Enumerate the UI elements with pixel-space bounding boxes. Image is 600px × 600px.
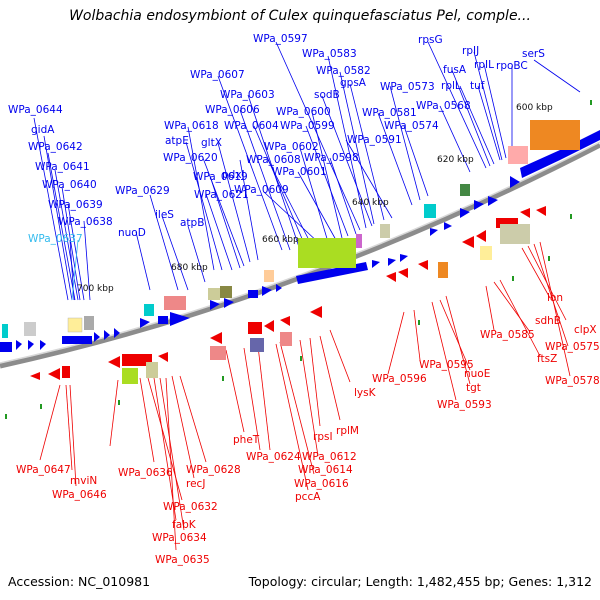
gene-label-WPa_0636: WPa_0636 [118, 467, 173, 479]
kbp-640: 640 kbp [352, 198, 389, 208]
gene-label-atpE: atpE [165, 135, 189, 147]
gene-label-WPa_0646: WPa_0646 [52, 489, 107, 501]
gene-label-WPa_0574: WPa_0574 [384, 120, 439, 132]
gene-label-tuf: tuf [470, 80, 485, 92]
gene-label-sodB: sodB [314, 89, 340, 101]
reverse-track [30, 206, 546, 380]
gene-label-WPa_0575: WPa_0575 [545, 341, 600, 353]
gene-label-WPa_0591: WPa_0591 [347, 134, 402, 146]
gene-label-WPa_0641: WPa_0641 [35, 161, 90, 173]
gene-label-rpIL: rpIL [474, 59, 494, 71]
gene-label-serS: serS [522, 48, 545, 60]
gene-label-WPa_0609: WPa_0609 [234, 184, 289, 196]
gene-label-WPa_0606: WPa_0606 [205, 104, 260, 116]
gene-label-WPa_0647: WPa_0647 [16, 464, 71, 476]
gene-label-gpsA: gpsA [340, 77, 367, 89]
gene-label-WPa_0632: WPa_0632 [163, 501, 218, 513]
gene-label-WPa_0595: WPa_0595 [419, 359, 474, 371]
gene-label-ftsZ: ftsZ [537, 353, 557, 365]
gene-label-WPa_0602: WPa_0602 [264, 141, 319, 153]
gene-label-rpoBC: rpoBC [496, 60, 528, 72]
gene-label-WPa_0629: WPa_0629 [115, 185, 170, 197]
gene-label-WPa_0618: WPa_0618 [164, 120, 219, 132]
gene-label-WPa_0640: WPa_0640 [42, 179, 97, 191]
gene-label-nuoE: nuoE [464, 368, 490, 380]
topology-summary: Topology: circular; Length: 1,482,455 bp… [248, 574, 592, 589]
gene-label-WPa_0582: WPa_0582 [316, 65, 371, 77]
gene-label-rpsG: rpsG [418, 34, 443, 46]
gene-label-WPa_0573: WPa_0573 [380, 81, 435, 93]
gene-label-rpIJ: rpIJ [462, 45, 479, 57]
gene-label-recJ: recJ [186, 478, 205, 490]
reverse-labels: WPa_0647 mviN WPa_0646 WPa_0636 WPa_0632… [16, 292, 600, 566]
gene-label-WPa_0620: WPa_0620 [163, 152, 218, 164]
feature-blocks [2, 120, 580, 384]
gene-label-WPa_0597: WPa_0597 [253, 33, 308, 45]
gene-label-tgt: tgt [466, 382, 481, 394]
gene-label-WPa_0599: WPa_0599 [280, 120, 335, 132]
gene-label-WPa_0616: WPa_0616 [294, 478, 349, 490]
gene-label-fabK: fabK [172, 519, 197, 531]
gene-label-WPa_0639: WPa_0639 [48, 199, 103, 211]
gene-label-gltX: gltX [201, 137, 222, 149]
gene-label-WPa_0634: WPa_0634 [152, 532, 207, 544]
gene-label-WPa_0568: WPa_0568 [416, 100, 471, 112]
gene-label-WPa_0628: WPa_0628 [186, 464, 241, 476]
gene-label-WPa_0585: WPa_0585 [480, 329, 535, 341]
accession-text: Accession: NC_010981 [8, 574, 151, 589]
ticks [5, 100, 592, 419]
gene-label-pdxJ: pdxJ [222, 169, 245, 181]
gene-label-clpX: clpX [574, 324, 597, 336]
gene-label-WPa_0604: WPa_0604 [224, 120, 279, 132]
kbp-660: 660 kbp [262, 235, 299, 245]
gene-label-lon: lon [547, 292, 563, 304]
kbp-600: 600 kbp [516, 103, 553, 113]
gene-label-lysK: lysK [354, 387, 377, 399]
gene-label-WPa_0635: WPa_0635 [155, 554, 210, 566]
gene-label-WPa_0600: WPa_0600 [276, 106, 331, 118]
gene-label-WPa_0578: WPa_0578 [545, 375, 600, 387]
gene-label-WPa_0598: WPa_0598 [304, 152, 359, 164]
gene-label-nuoD: nuoD [118, 227, 146, 239]
gene-label-WPa_0637-fwd: WPa_0637 [28, 233, 83, 245]
gene-label-fusA: fusA [443, 64, 467, 76]
gene-label-pheT: pheT [233, 434, 260, 446]
kbp-700: 700 kbp [77, 284, 114, 294]
gene-label-WPa_0612: WPa_0612 [302, 451, 357, 463]
gene-label-gidA: gidA [31, 124, 55, 136]
gene-label-WPa_0621: WPa_0621 [194, 189, 249, 201]
gene-label-rpsI: rpsI [313, 431, 333, 443]
gene-label-pccA: pccA [295, 491, 321, 503]
gene-label-WPa_0642: WPa_0642 [28, 141, 83, 153]
gene-label-WPa_0624: WPa_0624 [246, 451, 301, 463]
gene-label-atpB: atpB [180, 217, 204, 229]
reverse-label-lines [39, 241, 571, 551]
gene-label-WPa_0608: WPa_0608 [246, 154, 301, 166]
gene-label-rpsL: rplL [441, 80, 461, 92]
gene-label-WPa_0593: WPa_0593 [437, 399, 492, 411]
gene-label-ileS: ileS [155, 209, 174, 221]
gene-label-WPa_0603: WPa_0603 [220, 89, 275, 101]
gene-label-WPa_0601: WPa_0601 [272, 166, 327, 178]
gene-label-WPa_0596: WPa_0596 [372, 373, 427, 385]
gene-label-sdhB: sdhB [535, 315, 561, 327]
gene-label-WPa_0638: WPa_0638 [58, 216, 113, 228]
gene-label-WPa_0614: WPa_0614 [298, 464, 353, 476]
kbp-620: 620 kbp [437, 155, 474, 165]
gene-label-WPa_0619: WPa_0619 [193, 171, 248, 183]
kbp-680: 680 kbp [171, 263, 208, 273]
gene-label-WPa_0607: WPa_0607 [190, 69, 245, 81]
kbp-markers: 600 kbp 620 kbp 640 kbp 660 kbp 680 kbp … [77, 103, 553, 294]
gene-label-WPa_0583: WPa_0583 [302, 48, 357, 60]
forward-labels: WPa_0644 gidA WPa_0642 WPa_0641 WPa_0640… [8, 33, 545, 245]
gene-label-mviN: mviN [70, 475, 97, 487]
gene-label-rplM: rplM [336, 425, 359, 437]
gene-label-WPa_0644: WPa_0644 [8, 104, 63, 116]
gene-label-WPa_0581: WPa_0581 [362, 107, 417, 119]
genome-title: Wolbachia endosymbiont of Culex quinquef… [69, 8, 531, 24]
forward-label-lines [33, 41, 581, 301]
